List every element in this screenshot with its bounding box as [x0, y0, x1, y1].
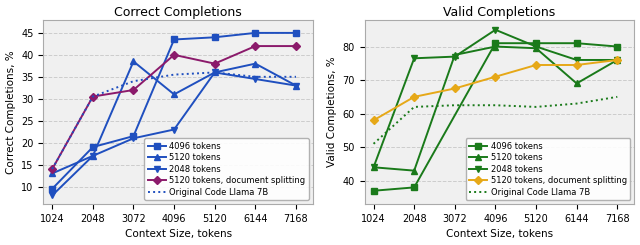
5120 tokens: [451, 53, 459, 56]
5120 tokens, document splitting: [573, 63, 580, 66]
2048 tokens: [370, 166, 378, 169]
2048 tokens: [573, 59, 580, 61]
2048 tokens: [410, 57, 418, 60]
Original Code Llama 7B: [292, 75, 300, 78]
Line: 2048 tokens: 2048 tokens: [371, 27, 620, 170]
4096 tokens: [252, 31, 259, 34]
5120 tokens: [211, 71, 219, 74]
Original Code Llama 7B: [573, 102, 580, 105]
4096 tokens: [614, 45, 621, 48]
5120 tokens, document splitting: [492, 75, 499, 78]
2048 tokens: [89, 154, 97, 157]
2048 tokens: [170, 128, 178, 131]
X-axis label: Context Size, tokens: Context Size, tokens: [446, 230, 553, 239]
2048 tokens: [492, 28, 499, 31]
4096 tokens: [211, 36, 219, 39]
5120 tokens, document splitting: [451, 87, 459, 90]
Original Code Llama 7B: [130, 80, 138, 83]
4096 tokens: [130, 135, 138, 138]
5120 tokens: [130, 60, 138, 63]
Line: Original Code Llama 7B: Original Code Llama 7B: [374, 97, 618, 144]
5120 tokens: [410, 169, 418, 172]
5120 tokens: [89, 154, 97, 157]
5120 tokens, document splitting: [370, 119, 378, 122]
Original Code Llama 7B: [49, 168, 56, 171]
5120 tokens: [370, 166, 378, 169]
Original Code Llama 7B: [492, 104, 499, 107]
5120 tokens, document splitting: [170, 53, 178, 56]
Line: 2048 tokens: 2048 tokens: [49, 70, 299, 198]
Legend: 4096 tokens, 5120 tokens, 2048 tokens, 5120 tokens, document splitting, Original: 4096 tokens, 5120 tokens, 2048 tokens, 5…: [145, 138, 309, 200]
Line: 5120 tokens, document splitting: 5120 tokens, document splitting: [49, 43, 299, 172]
5120 tokens, document splitting: [130, 88, 138, 91]
2048 tokens: [292, 84, 300, 87]
4096 tokens: [170, 38, 178, 41]
5120 tokens: [49, 172, 56, 175]
Original Code Llama 7B: [89, 95, 97, 98]
2048 tokens: [614, 59, 621, 61]
5120 tokens, document splitting: [211, 62, 219, 65]
4096 tokens: [492, 42, 499, 45]
5120 tokens: [614, 59, 621, 61]
Line: Original Code Llama 7B: Original Code Llama 7B: [52, 73, 296, 169]
Original Code Llama 7B: [532, 105, 540, 108]
X-axis label: Context Size, tokens: Context Size, tokens: [125, 230, 232, 239]
Original Code Llama 7B: [170, 73, 178, 76]
4096 tokens: [292, 31, 300, 34]
Original Code Llama 7B: [614, 95, 621, 98]
5120 tokens: [292, 84, 300, 87]
4096 tokens: [49, 187, 56, 190]
Legend: 4096 tokens, 5120 tokens, 2048 tokens, 5120 tokens, document splitting, Original: 4096 tokens, 5120 tokens, 2048 tokens, 5…: [466, 138, 630, 200]
4096 tokens: [370, 189, 378, 192]
Title: Valid Completions: Valid Completions: [444, 6, 556, 19]
5120 tokens, document splitting: [252, 45, 259, 48]
Line: 5120 tokens: 5120 tokens: [49, 59, 299, 176]
Original Code Llama 7B: [410, 105, 418, 108]
4096 tokens: [410, 186, 418, 189]
Y-axis label: Valid Completions, %: Valid Completions, %: [327, 57, 337, 167]
Line: 4096 tokens: 4096 tokens: [49, 30, 299, 192]
2048 tokens: [211, 71, 219, 74]
Original Code Llama 7B: [211, 71, 219, 74]
Line: 5120 tokens: 5120 tokens: [371, 44, 620, 173]
5120 tokens, document splitting: [614, 59, 621, 61]
Original Code Llama 7B: [370, 142, 378, 145]
5120 tokens: [573, 82, 580, 85]
2048 tokens: [532, 45, 540, 48]
Line: 4096 tokens: 4096 tokens: [371, 40, 620, 194]
2048 tokens: [252, 77, 259, 80]
Title: Correct Completions: Correct Completions: [115, 6, 242, 19]
5120 tokens, document splitting: [532, 63, 540, 66]
4096 tokens: [89, 146, 97, 148]
Original Code Llama 7B: [252, 75, 259, 78]
4096 tokens: [532, 42, 540, 45]
5120 tokens: [170, 93, 178, 96]
4096 tokens: [573, 42, 580, 45]
5120 tokens: [492, 45, 499, 48]
5120 tokens: [252, 62, 259, 65]
Line: 5120 tokens, document splitting: 5120 tokens, document splitting: [371, 57, 620, 123]
2048 tokens: [451, 55, 459, 58]
5120 tokens, document splitting: [89, 95, 97, 98]
5120 tokens, document splitting: [49, 168, 56, 171]
2048 tokens: [49, 194, 56, 197]
2048 tokens: [130, 137, 138, 140]
5120 tokens, document splitting: [292, 45, 300, 48]
Original Code Llama 7B: [451, 104, 459, 107]
5120 tokens: [532, 47, 540, 50]
5120 tokens, document splitting: [410, 95, 418, 98]
Y-axis label: Correct Completions, %: Correct Completions, %: [6, 50, 15, 174]
